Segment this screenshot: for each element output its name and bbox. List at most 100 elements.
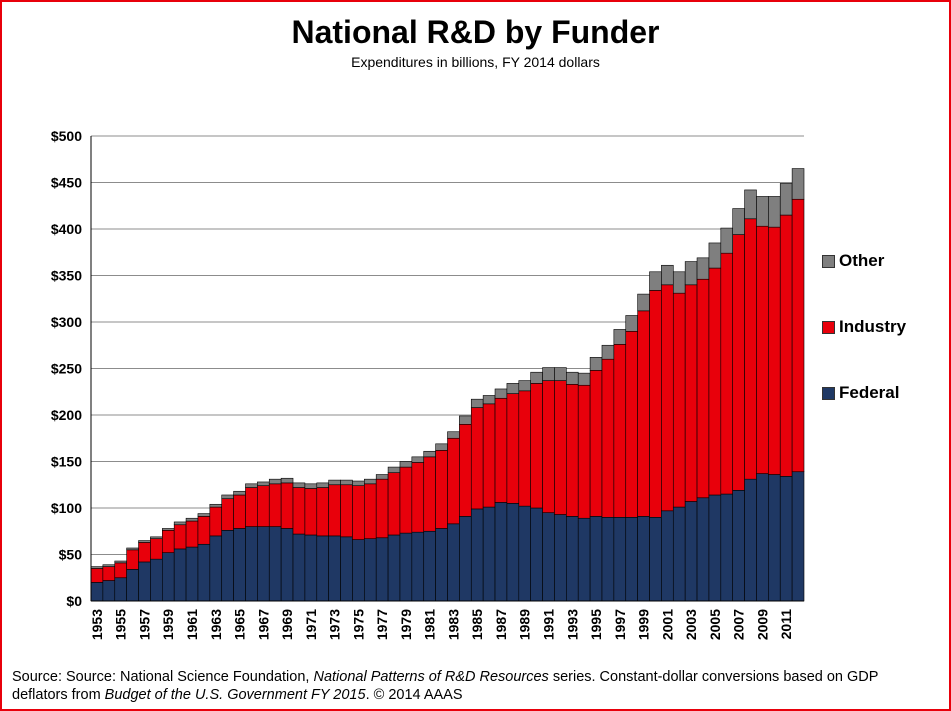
- bar-federal: [613, 516, 627, 602]
- x-tick-label: 1989: [517, 609, 533, 640]
- bar-industry: [423, 456, 436, 532]
- bar-industry: [364, 483, 377, 539]
- source-text-2: series. Constant-dollar conversions base…: [12, 669, 879, 703]
- bar-industry: [257, 485, 270, 527]
- x-tick-label: 1965: [232, 609, 248, 640]
- x-tick-label: 1975: [350, 609, 366, 640]
- bar-federal: [696, 497, 710, 602]
- bar-federal: [364, 538, 377, 602]
- x-tick-label: 1967: [255, 609, 271, 640]
- bar-industry: [613, 344, 627, 518]
- y-tick-label: $50: [59, 547, 83, 563]
- bar-federal: [435, 528, 448, 602]
- legend-label-industry: Industry: [839, 317, 907, 336]
- bar-industry: [625, 330, 638, 518]
- bar-federal: [233, 528, 246, 602]
- bar-other: [280, 477, 294, 484]
- bar-federal: [791, 471, 805, 602]
- legend-swatch-other: [822, 254, 835, 268]
- bar-other: [364, 478, 377, 485]
- x-tick-label: 1991: [541, 609, 557, 640]
- bar-federal: [542, 512, 555, 602]
- bar-other: [506, 383, 520, 394]
- bar-federal: [268, 526, 282, 602]
- bar-other: [90, 566, 104, 569]
- bar-federal: [649, 516, 662, 602]
- bar-other: [162, 528, 175, 531]
- bar-industry: [791, 198, 805, 473]
- bar-federal: [185, 546, 199, 602]
- bar-federal: [221, 530, 234, 602]
- bar-industry: [114, 562, 127, 579]
- bar-federal: [209, 535, 223, 602]
- y-tick-label: $500: [51, 128, 82, 144]
- source-text-1: Source: Source: National Science Foundat…: [12, 669, 314, 685]
- x-tick-label: 1957: [136, 609, 152, 640]
- legend-item-other: Other: [822, 250, 884, 272]
- bar-other: [423, 450, 436, 458]
- bar-other: [542, 367, 555, 381]
- bar-industry: [340, 484, 353, 538]
- bar-federal: [162, 552, 175, 602]
- bar-industry: [150, 538, 163, 560]
- x-tick-label: 1995: [588, 609, 604, 640]
- bar-other: [720, 227, 733, 254]
- bar-industry: [352, 485, 365, 540]
- bar-federal: [423, 530, 436, 602]
- bar-industry: [601, 358, 615, 518]
- bar-industry: [542, 380, 555, 513]
- bar-federal: [352, 539, 365, 602]
- bar-other: [791, 168, 805, 200]
- bar-federal: [779, 476, 793, 602]
- bar-other: [589, 357, 603, 371]
- bar-other: [399, 461, 413, 468]
- bar-other: [672, 271, 686, 294]
- bar-federal: [744, 478, 757, 602]
- source-text-3: . © 2014 AAAS: [365, 687, 463, 703]
- bar-industry: [221, 498, 234, 531]
- bar-other: [435, 443, 448, 451]
- y-tick-label: $0: [66, 593, 82, 609]
- bar-federal: [494, 502, 508, 602]
- source-italic-2: Budget of the U.S. Government FY 2015: [104, 687, 366, 703]
- legend-item-industry: Industry: [822, 316, 906, 338]
- bar-industry: [268, 483, 282, 527]
- x-tick-label: 1963: [208, 609, 224, 640]
- bar-industry: [90, 568, 104, 583]
- bar-industry: [138, 542, 151, 563]
- x-tick-label: 1961: [184, 609, 200, 640]
- bar-industry: [637, 310, 650, 517]
- bar-industry: [435, 450, 448, 529]
- y-tick-label: $450: [51, 175, 82, 191]
- bar-industry: [482, 403, 496, 508]
- bar-industry: [696, 278, 710, 499]
- bar-other: [304, 483, 318, 489]
- y-tick-label: $250: [51, 361, 82, 377]
- legend-label-other: Other: [839, 251, 885, 270]
- bar-federal: [150, 558, 163, 602]
- legend-swatch-industry: [822, 320, 835, 334]
- bar-federal: [375, 537, 389, 602]
- x-tick-label: 1971: [303, 609, 319, 640]
- x-tick-label: 1969: [279, 609, 295, 640]
- bar-other: [649, 271, 662, 291]
- bar-industry: [756, 225, 769, 474]
- bar-other: [554, 367, 567, 381]
- bar-other: [292, 482, 306, 488]
- bar-industry: [280, 482, 294, 529]
- bar-federal: [672, 506, 686, 602]
- bar-industry: [399, 466, 413, 534]
- bar-other: [696, 257, 710, 280]
- bar-industry: [744, 218, 757, 480]
- bar-federal: [340, 536, 353, 602]
- bar-other: [411, 456, 425, 463]
- x-tick-label: 1977: [374, 609, 390, 640]
- bar-other: [316, 482, 329, 488]
- y-tick-label: $300: [51, 314, 82, 330]
- bar-other: [197, 513, 211, 517]
- bar-other: [185, 517, 199, 522]
- bar-industry: [328, 484, 341, 537]
- bar-federal: [577, 517, 591, 602]
- bar-other: [732, 208, 745, 235]
